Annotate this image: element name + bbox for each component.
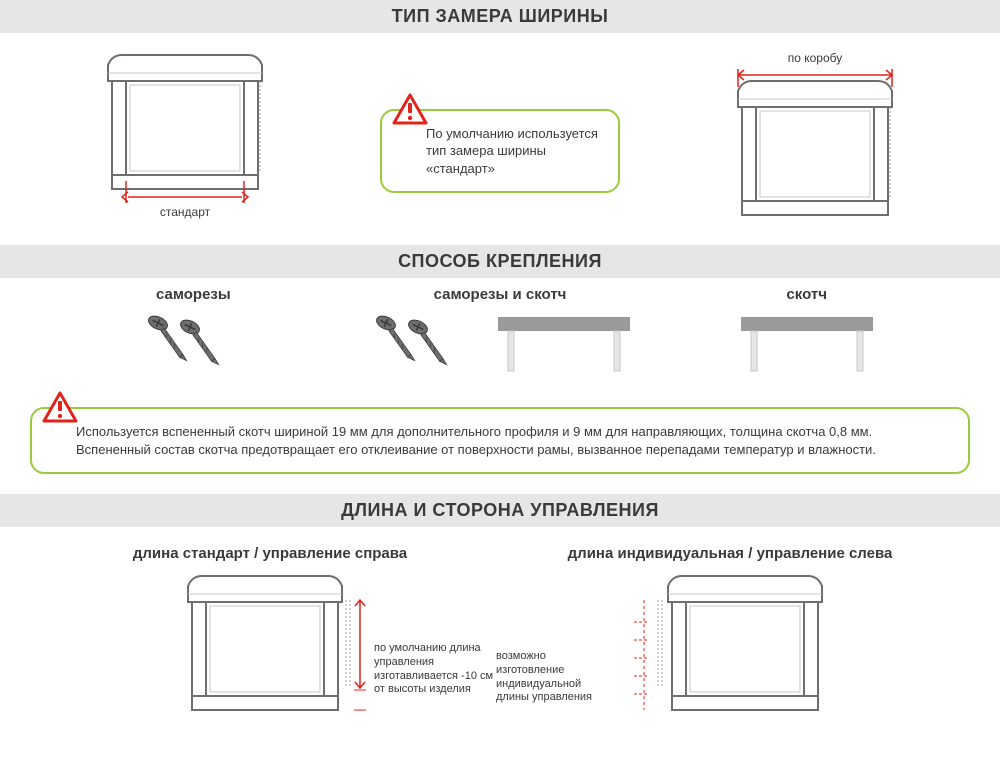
- width-box-col: по коробу: [720, 51, 910, 223]
- blind-diagram-control-left: [620, 572, 840, 732]
- mount-tape-col: скотч: [653, 286, 960, 375]
- control-standard-col: длина стандарт / управление справа: [40, 545, 500, 732]
- width-standard-label: стандарт: [160, 205, 210, 219]
- width-box-label: по коробу: [788, 51, 843, 65]
- width-standard-col: стандарт: [90, 51, 280, 219]
- control-custom-title: длина индивидуальная / управление слева: [568, 545, 893, 562]
- section-width-title: ТИП ЗАМЕРА ШИРИНЫ: [0, 0, 1000, 33]
- mount-callout: Используется вспененный скотч шириной 19…: [30, 407, 970, 474]
- mount-screws-label: саморезы: [156, 286, 231, 303]
- mount-screws-tape-label: саморезы и скотч: [434, 286, 567, 303]
- width-callout-text: По умолчанию используется тип замера шир…: [426, 126, 598, 176]
- width-row: стандарт По умолчанию используется тип з…: [0, 33, 1000, 245]
- blind-diagram-standard: [90, 51, 280, 211]
- mount-screws-col: саморезы: [40, 286, 347, 373]
- mount-tape-label: скотч: [786, 286, 827, 303]
- screws-icon: [138, 313, 248, 373]
- mount-row: саморезы: [0, 278, 1000, 403]
- control-custom-col: длина индивидуальная / управление слева: [500, 545, 960, 732]
- tape-icon-b: [494, 313, 634, 375]
- mount-callout-text: Используется вспененный скотч шириной 19…: [76, 424, 876, 457]
- blind-diagram-control-right: [170, 572, 370, 732]
- section-control-title: ДЛИНА И СТОРОНА УПРАВЛЕНИЯ: [0, 494, 1000, 527]
- control-standard-note: по умолчанию длина управления изготавлив…: [374, 642, 494, 697]
- tape-icon: [737, 313, 877, 375]
- alert-icon: [392, 93, 428, 127]
- width-callout: По умолчанию используется тип замера шир…: [380, 109, 620, 194]
- control-custom-note: возможно изготовление индивидуальной дли…: [496, 650, 616, 705]
- control-standard-title: длина стандарт / управление справа: [133, 545, 407, 562]
- section-mount-title: СПОСОБ КРЕПЛЕНИЯ: [0, 245, 1000, 278]
- mount-screws-tape-col: саморезы и скотч: [347, 286, 654, 375]
- control-row: длина стандарт / управление справа: [0, 527, 1000, 742]
- alert-icon: [42, 391, 78, 425]
- blind-diagram-box: [720, 67, 910, 223]
- screws-icon-b: [366, 313, 476, 373]
